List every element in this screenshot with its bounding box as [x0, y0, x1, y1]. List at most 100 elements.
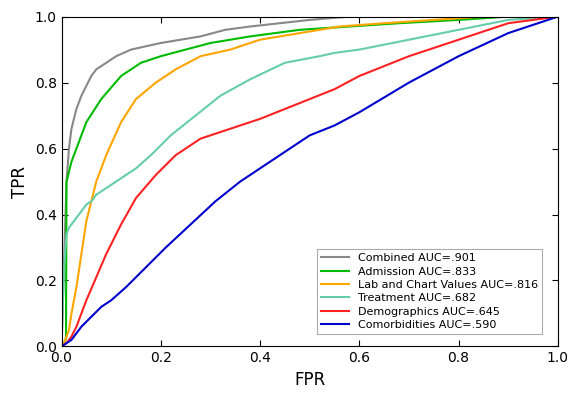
Admission AUC=.833	[157, 54, 164, 58]
Lab and Chart Values AUC=.816	[73, 285, 80, 290]
Admission AUC=.833	[346, 24, 353, 29]
Treatment AUC=.682	[281, 60, 288, 65]
Admission AUC=.833	[64, 176, 71, 181]
Lab and Chart Values AUC=.816	[227, 47, 234, 52]
Treatment AUC=.682	[103, 186, 110, 190]
Demographics AUC=.645	[256, 116, 263, 121]
Combined AUC=.901	[346, 14, 353, 19]
Comorbidities AUC=.590	[162, 245, 169, 250]
Comorbidities AUC=.590	[63, 341, 70, 346]
Admission AUC=.833	[98, 97, 105, 102]
Lab and Chart Values AUC=.816	[153, 80, 160, 85]
Combined AUC=.901	[177, 37, 184, 42]
Demographics AUC=.645	[306, 97, 313, 102]
Demographics AUC=.645	[60, 342, 67, 347]
Lab and Chart Values AUC=.816	[118, 120, 125, 124]
Combined AUC=.901	[143, 44, 150, 49]
Comorbidities AUC=.590	[455, 54, 462, 58]
Lab and Chart Values AUC=.816	[430, 18, 437, 22]
Demographics AUC=.645	[132, 196, 139, 200]
Combined AUC=.901	[222, 28, 229, 32]
Treatment AUC=.682	[132, 166, 139, 171]
Admission AUC=.833	[63, 334, 70, 339]
Demographics AUC=.645	[78, 311, 85, 316]
Lab and Chart Values AUC=.816	[63, 334, 70, 339]
Line: Treatment AUC=.682: Treatment AUC=.682	[61, 17, 558, 346]
Treatment AUC=.682	[331, 50, 338, 55]
Admission AUC=.833	[246, 34, 253, 39]
Demographics AUC=.645	[217, 130, 224, 134]
Treatment AUC=.682	[505, 18, 512, 22]
Comorbidities AUC=.590	[212, 199, 219, 204]
Demographics AUC=.645	[237, 123, 244, 128]
Admission AUC=.833	[83, 120, 90, 124]
Combined AUC=.901	[197, 34, 204, 39]
Treatment AUC=.682	[192, 113, 199, 118]
Demographics AUC=.645	[66, 338, 72, 342]
Treatment AUC=.682	[246, 77, 253, 82]
Treatment AUC=.682	[68, 222, 75, 227]
Treatment AUC=.682	[66, 225, 72, 230]
Comorbidities AUC=.590	[287, 146, 293, 151]
Combined AUC=.901	[58, 344, 65, 349]
Line: Comorbidities AUC=.590: Comorbidities AUC=.590	[61, 17, 558, 346]
Line: Lab and Chart Values AUC=.816: Lab and Chart Values AUC=.816	[61, 17, 558, 346]
Comorbidities AUC=.590	[60, 342, 67, 347]
Treatment AUC=.682	[78, 209, 85, 214]
Demographics AUC=.645	[331, 87, 338, 92]
Comorbidities AUC=.590	[356, 110, 363, 115]
Legend: Combined AUC=.901, Admission AUC=.833, Lab and Chart Values AUC=.816, Treatment : Combined AUC=.901, Admission AUC=.833, L…	[317, 249, 542, 334]
Comorbidities AUC=.590	[88, 314, 95, 319]
Combined AUC=.901	[386, 14, 393, 19]
Line: Admission AUC=.833: Admission AUC=.833	[61, 17, 558, 346]
Demographics AUC=.645	[68, 334, 75, 339]
Comorbidities AUC=.590	[405, 80, 412, 85]
Lab and Chart Values AUC=.816	[78, 252, 85, 256]
Treatment AUC=.682	[83, 202, 90, 207]
Combined AUC=.901	[66, 146, 72, 151]
Demographics AUC=.645	[356, 74, 363, 78]
Lab and Chart Values AUC=.816	[93, 179, 100, 184]
Demographics AUC=.645	[405, 54, 412, 58]
Line: Combined AUC=.901: Combined AUC=.901	[61, 17, 558, 346]
Treatment AUC=.682	[405, 37, 412, 42]
Lab and Chart Values AUC=.816	[172, 67, 179, 72]
Lab and Chart Values AUC=.816	[68, 311, 75, 316]
Comorbidities AUC=.590	[143, 265, 150, 270]
Combined AUC=.901	[246, 24, 253, 29]
Combined AUC=.901	[480, 14, 487, 19]
Admission AUC=.833	[505, 14, 512, 19]
Comorbidities AUC=.590	[331, 123, 338, 128]
Demographics AUC=.645	[455, 37, 462, 42]
Lab and Chart Values AUC=.816	[60, 341, 67, 346]
Admission AUC=.833	[58, 344, 65, 349]
Admission AUC=.833	[118, 74, 125, 78]
Y-axis label: TPR: TPR	[11, 166, 29, 198]
Lab and Chart Values AUC=.816	[554, 14, 561, 19]
Combined AUC=.901	[306, 18, 313, 22]
Lab and Chart Values AUC=.816	[83, 219, 90, 224]
Lab and Chart Values AUC=.816	[256, 37, 263, 42]
Lab and Chart Values AUC=.816	[296, 31, 303, 36]
Combined AUC=.901	[88, 74, 95, 78]
Admission AUC=.833	[396, 21, 403, 26]
Combined AUC=.901	[113, 54, 119, 58]
Treatment AUC=.682	[356, 47, 363, 52]
Demographics AUC=.645	[93, 275, 100, 280]
Comorbidities AUC=.590	[73, 331, 80, 336]
Lab and Chart Values AUC=.816	[103, 153, 110, 158]
Demographics AUC=.645	[73, 324, 80, 329]
Combined AUC=.901	[73, 106, 80, 111]
Comorbidities AUC=.590	[554, 14, 561, 19]
Lab and Chart Values AUC=.816	[197, 54, 204, 58]
Combined AUC=.901	[68, 126, 75, 131]
Lab and Chart Values AUC=.816	[480, 14, 487, 19]
Comorbidities AUC=.590	[306, 133, 313, 138]
Demographics AUC=.645	[103, 252, 110, 256]
X-axis label: FPR: FPR	[294, 371, 325, 389]
Demographics AUC=.645	[63, 341, 70, 346]
Lab and Chart Values AUC=.816	[380, 21, 387, 26]
Comorbidities AUC=.590	[68, 338, 75, 342]
Admission AUC=.833	[207, 40, 214, 45]
Treatment AUC=.682	[63, 232, 70, 237]
